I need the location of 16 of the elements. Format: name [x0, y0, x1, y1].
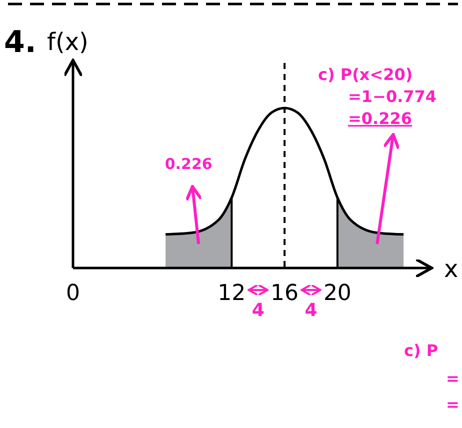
- x-tick-label: 20: [323, 281, 352, 306]
- text: c) P: [404, 341, 438, 360]
- x-axis-title: x: [444, 255, 458, 283]
- x-tick-label: 16: [270, 281, 299, 306]
- annotation: =0.226: [348, 109, 412, 128]
- x-tick-label: 12: [218, 281, 246, 306]
- annotation: 0.226: [164, 154, 212, 173]
- chart-title: 4.: [4, 25, 36, 60]
- text: 4: [304, 300, 318, 321]
- text: 4: [252, 300, 264, 321]
- text: =1−0.774: [348, 87, 437, 106]
- x-tick-label: 0: [66, 281, 80, 306]
- text: =: [446, 369, 460, 388]
- text: =: [446, 395, 460, 414]
- y-axis-title: f(x): [47, 28, 88, 56]
- text: c) P(x<20): [318, 65, 413, 84]
